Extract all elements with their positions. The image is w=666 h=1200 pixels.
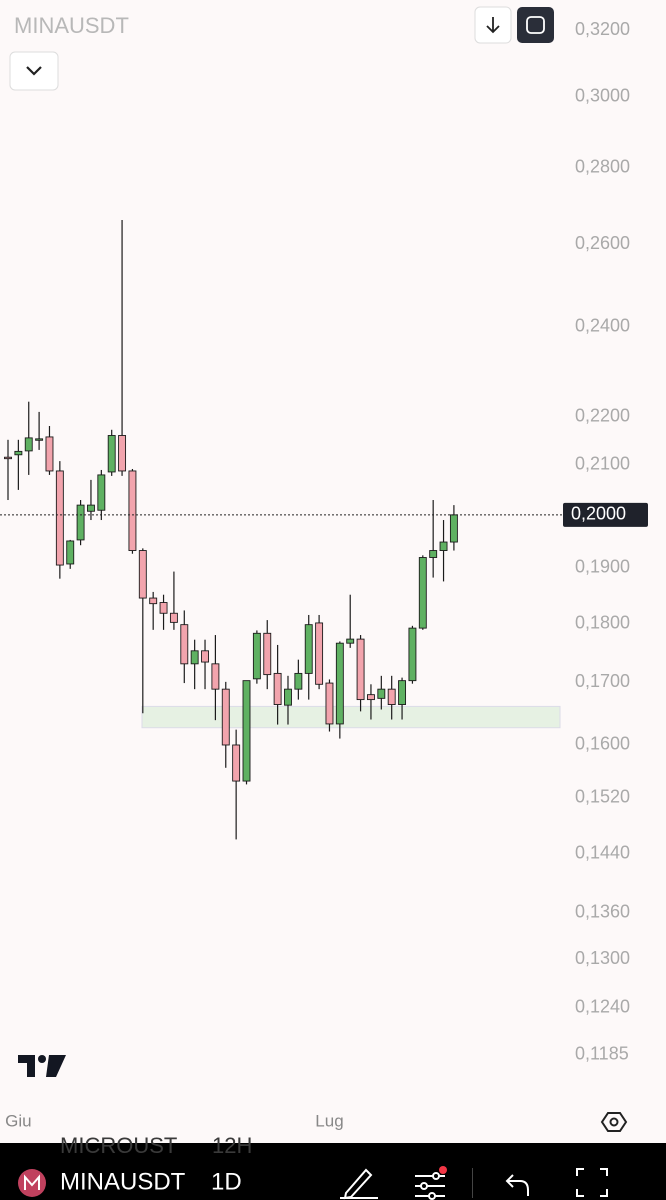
candle-body [211,663,220,690]
candle-body [408,627,417,682]
scroll-down-button[interactable] [474,6,512,44]
y-tick-label: 0,1800 [575,612,630,632]
x-tick-label: Lug [315,1111,343,1130]
candle-body [387,688,396,705]
layout-button[interactable] [517,7,554,43]
y-tick-label: 0,2400 [575,316,630,336]
candle-body [35,438,44,441]
y-tick-label: 0,1185 [575,1043,629,1063]
y-tick-label: 0,2100 [575,453,630,473]
candle-body [356,638,365,701]
candle-body [418,557,427,629]
toolbar-interval[interactable]: 1D [211,1168,242,1195]
candle-body [449,514,458,543]
candle-body [118,435,127,472]
y-tick-label: 0,1600 [575,734,630,754]
candle-body [273,672,282,705]
symbol-icon[interactable] [18,1169,46,1197]
candle-body [190,650,199,665]
candle-body [315,622,324,685]
candle-body [45,436,54,472]
candle-body [377,688,386,699]
tradingview-logo [18,1055,66,1077]
ghost-interval: 12H [212,1133,252,1158]
candle-body [221,688,230,746]
settings-button[interactable] [600,1112,628,1132]
y-tick-label: 0,1700 [575,671,630,691]
y-tick-label: 0,1240 [575,997,630,1017]
candle-body [367,694,375,701]
candle-body [138,550,147,599]
candle-body [284,688,292,706]
toolbar [0,1143,666,1200]
candle-body [149,597,158,605]
y-tick-label: 0,3000 [575,85,630,105]
candle-body [159,602,168,614]
candle-body [76,504,85,541]
y-tick-label: 0,2600 [575,233,630,253]
toolbar-symbol[interactable]: MINAUSDT [60,1168,186,1195]
candle-body [169,612,178,623]
candle-body [87,504,95,512]
y-tick-label: 0,1520 [575,787,630,807]
dropdown-button[interactable] [9,51,59,91]
symbol-title: MINAUSDT [14,13,129,38]
undo-button[interactable] [505,1174,529,1196]
candle-body [263,632,272,676]
candle-body [97,474,106,511]
candle-body [232,744,241,782]
y-tick-label: 0,1440 [575,842,630,862]
candle-body [180,624,189,665]
y-tick-label: 0,3200 [575,19,630,39]
candle-body [398,680,407,705]
candle-body [107,435,116,473]
candle-body [24,437,33,452]
last-price-label: 0,2000 [571,504,626,524]
y-tick-label: 0,1900 [575,557,630,577]
y-tick-label: 0,1360 [575,901,630,921]
x-tick-label: Giu [5,1111,31,1130]
fullscreen-button[interactable] [576,1168,608,1197]
time-axis: Giu Lug [5,1111,344,1130]
candle-body [325,682,334,725]
y-tick-label: 0,2800 [575,157,630,177]
draw-button[interactable] [340,1168,378,1200]
candle-body [439,541,448,551]
y-tick-label: 0,2200 [575,405,630,425]
candle-body [201,650,209,663]
candle-body [429,550,438,558]
toolbar-divider [472,1168,473,1198]
y-tick-label: 0,1300 [575,948,630,968]
candle-body [346,638,355,644]
indicators-button[interactable] [415,1166,447,1200]
plot-area [0,219,563,840]
candle-body [128,470,137,551]
candle-body [4,456,12,460]
candle-body [294,672,303,690]
candle-body [242,680,251,782]
candle-body [335,642,344,725]
last-price-box [563,502,648,527]
support-zone [141,705,561,729]
candle-body [252,632,261,680]
price-axis: 0,3200 0,3000 0,2800 0,2600 0,2400 0,2200 0,21… [563,19,648,1063]
candle-body [55,470,64,566]
ghost-symbol: MICROUST [60,1133,177,1158]
candle-body [304,624,313,674]
candle-body [66,540,75,565]
candle-body [14,450,23,456]
